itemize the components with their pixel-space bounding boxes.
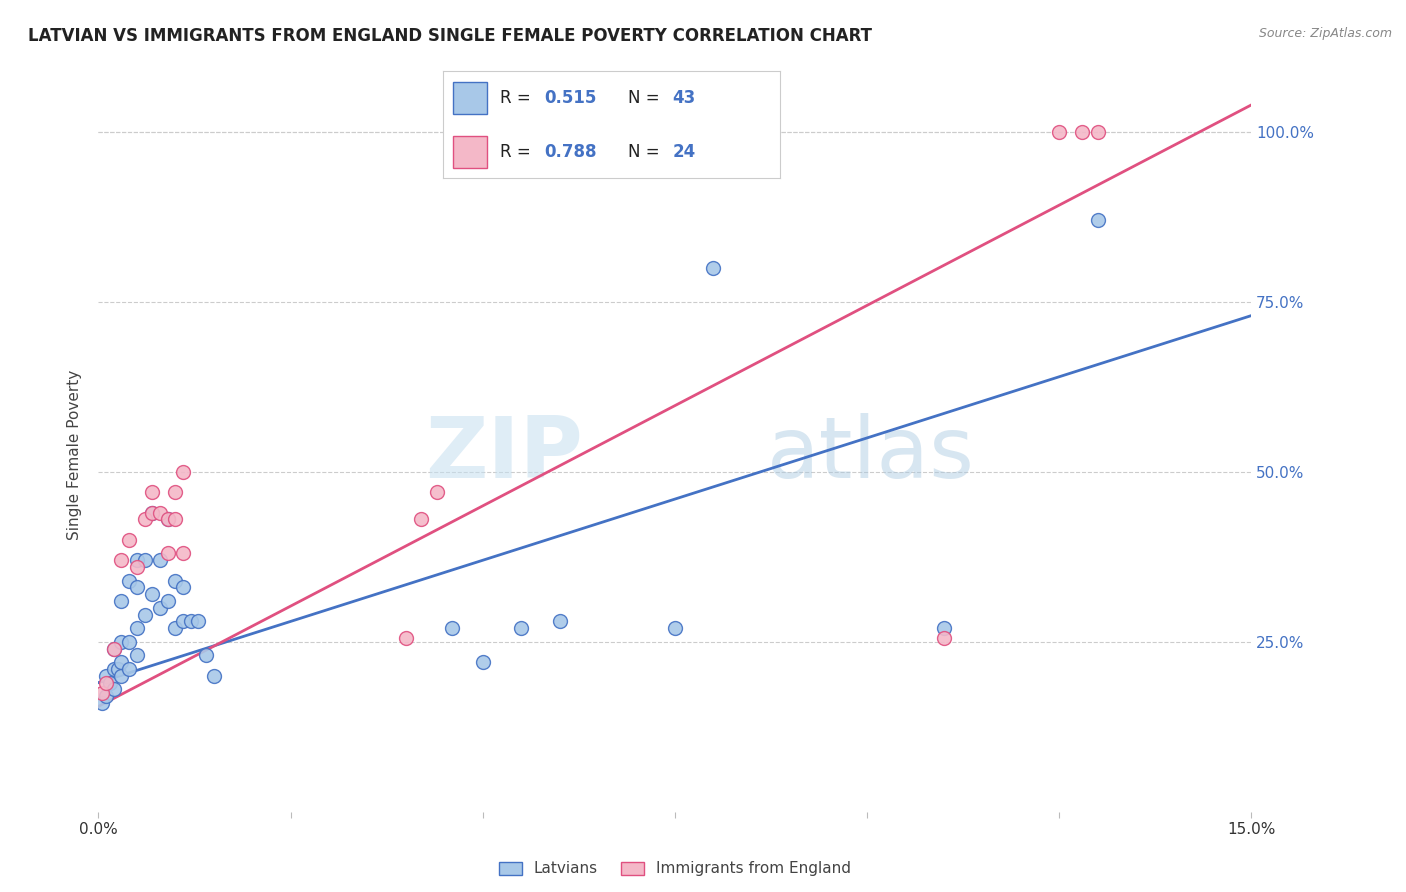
Point	[165, 574, 187, 588]
Text: 0.788: 0.788	[544, 143, 596, 161]
Point	[91, 696, 114, 710]
Point	[141, 587, 163, 601]
Text: 24: 24	[672, 143, 696, 161]
FancyBboxPatch shape	[453, 136, 486, 168]
Point	[110, 655, 132, 669]
Text: R =: R =	[501, 143, 536, 161]
Legend: Latvians, Immigrants from England: Latvians, Immigrants from England	[492, 855, 858, 882]
Point	[134, 607, 156, 622]
Point	[172, 465, 194, 479]
Point	[1071, 125, 1094, 139]
Point	[202, 669, 225, 683]
Y-axis label: Single Female Poverty: Single Female Poverty	[67, 370, 83, 540]
Point	[94, 669, 117, 683]
Point	[1047, 125, 1070, 139]
Text: LATVIAN VS IMMIGRANTS FROM ENGLAND SINGLE FEMALE POVERTY CORRELATION CHART: LATVIAN VS IMMIGRANTS FROM ENGLAND SINGL…	[28, 27, 872, 45]
Point	[118, 662, 141, 676]
Text: 0.515: 0.515	[544, 89, 596, 107]
Point	[110, 669, 132, 683]
Point	[91, 686, 114, 700]
Point	[125, 560, 148, 574]
Point	[94, 675, 117, 690]
Point	[156, 546, 179, 560]
Point	[626, 125, 648, 139]
Text: N =: N =	[628, 143, 665, 161]
Point	[107, 662, 129, 676]
Point	[1087, 213, 1109, 227]
Point	[125, 553, 148, 567]
Point	[118, 574, 141, 588]
Point	[172, 546, 194, 560]
Point	[172, 615, 194, 629]
Point	[932, 632, 955, 646]
Point	[195, 648, 218, 663]
Point	[165, 512, 187, 526]
Point	[156, 512, 179, 526]
Text: ZIP: ZIP	[425, 413, 582, 497]
Text: 43: 43	[672, 89, 696, 107]
Text: atlas: atlas	[768, 413, 976, 497]
Point	[180, 615, 202, 629]
Point	[125, 648, 148, 663]
Point	[98, 675, 121, 690]
Point	[94, 689, 117, 703]
Point	[548, 615, 571, 629]
Text: Source: ZipAtlas.com: Source: ZipAtlas.com	[1258, 27, 1392, 40]
Point	[110, 635, 132, 649]
Point	[110, 594, 132, 608]
Point	[103, 641, 125, 656]
Point	[125, 621, 148, 635]
Point	[165, 485, 187, 500]
FancyBboxPatch shape	[453, 82, 486, 114]
Point	[187, 615, 209, 629]
Point	[134, 512, 156, 526]
Point	[156, 512, 179, 526]
Point	[141, 485, 163, 500]
Point	[103, 682, 125, 697]
Point	[149, 600, 172, 615]
Point	[118, 635, 141, 649]
Point	[1087, 125, 1109, 139]
Text: R =: R =	[501, 89, 536, 107]
Point	[510, 621, 533, 635]
Point	[471, 655, 494, 669]
Point	[134, 553, 156, 567]
Point	[426, 485, 449, 500]
Point	[156, 594, 179, 608]
Point	[118, 533, 141, 547]
Point	[664, 621, 686, 635]
Point	[702, 260, 724, 275]
Point	[141, 506, 163, 520]
Point	[440, 621, 463, 635]
Point	[149, 506, 172, 520]
Point	[141, 506, 163, 520]
Point	[125, 581, 148, 595]
Point	[110, 553, 132, 567]
Text: N =: N =	[628, 89, 665, 107]
Point	[149, 553, 172, 567]
Point	[103, 662, 125, 676]
Point	[165, 621, 187, 635]
Point	[395, 632, 418, 646]
Point	[172, 581, 194, 595]
Point	[932, 621, 955, 635]
Point	[103, 641, 125, 656]
Point	[411, 512, 433, 526]
